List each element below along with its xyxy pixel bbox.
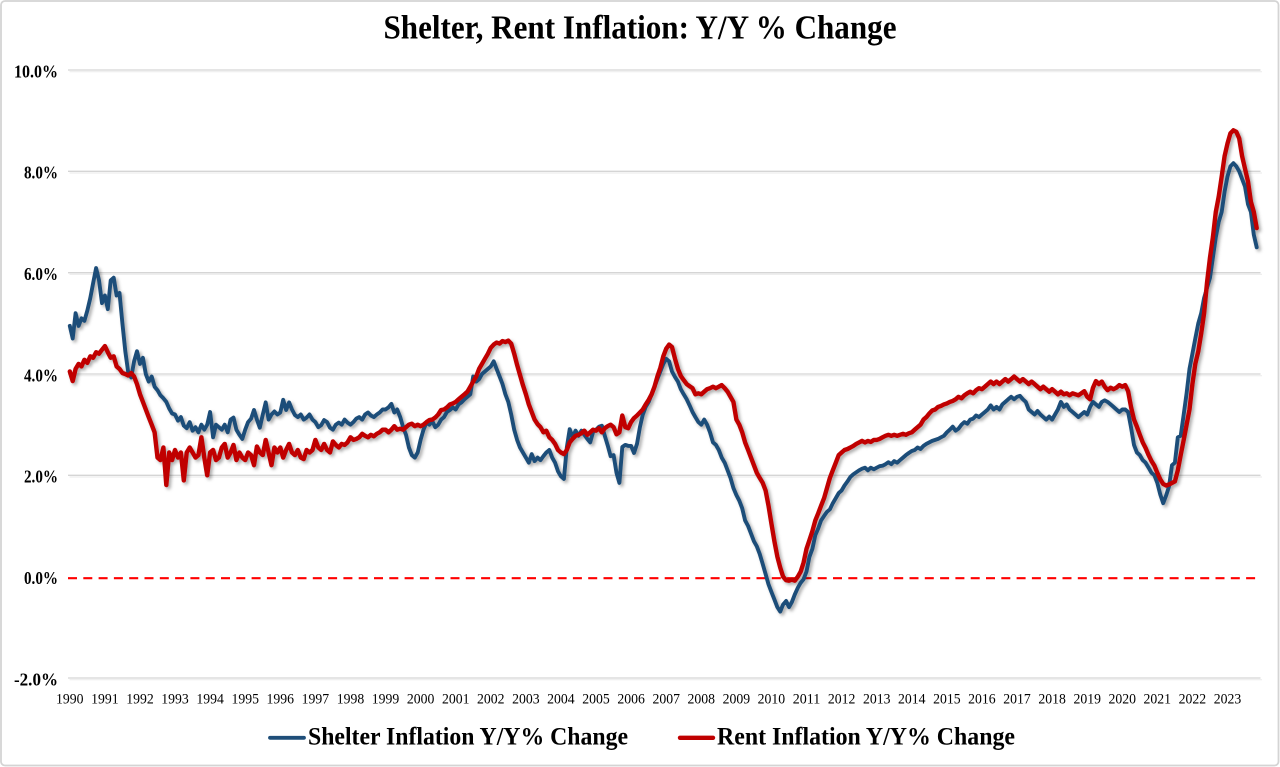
svg-text:1999: 1999 [372,692,400,708]
svg-text:2008: 2008 [688,692,716,708]
svg-text:2013: 2013 [863,692,891,708]
svg-text:Rent Inflation Y/Y% Change: Rent Inflation Y/Y% Change [717,724,1015,751]
svg-text:2015: 2015 [933,692,961,708]
svg-text:0.0%: 0.0% [24,568,58,588]
svg-text:2016: 2016 [968,692,996,708]
svg-text:Shelter Inflation Y/Y% Change: Shelter Inflation Y/Y% Change [308,724,628,751]
svg-text:2019: 2019 [1073,692,1101,708]
svg-text:2000: 2000 [407,692,435,708]
svg-text:1993: 1993 [161,692,189,708]
svg-text:8.0%: 8.0% [24,163,58,183]
svg-text:2020: 2020 [1109,692,1137,708]
svg-text:2023: 2023 [1214,692,1242,708]
svg-text:-2.0%: -2.0% [14,669,58,689]
svg-text:2014: 2014 [898,692,926,708]
svg-text:2009: 2009 [723,692,751,708]
svg-text:1992: 1992 [126,692,154,708]
svg-text:2010: 2010 [758,692,786,708]
svg-text:4.0%: 4.0% [24,365,58,385]
svg-text:2011: 2011 [793,692,821,708]
svg-text:2003: 2003 [512,692,540,708]
svg-text:2007: 2007 [652,692,680,708]
svg-text:6.0%: 6.0% [24,264,58,284]
svg-text:2018: 2018 [1038,692,1066,708]
svg-text:2001: 2001 [442,692,470,708]
svg-text:2022: 2022 [1179,692,1207,708]
svg-text:1997: 1997 [302,692,330,708]
svg-text:10.0%: 10.0% [14,61,58,81]
svg-text:2006: 2006 [617,692,645,708]
svg-text:1990: 1990 [56,692,84,708]
svg-text:1995: 1995 [231,692,259,708]
svg-text:1996: 1996 [267,692,295,708]
svg-text:2.0%: 2.0% [24,467,58,487]
svg-text:2005: 2005 [582,692,610,708]
svg-text:2004: 2004 [547,692,575,708]
svg-text:2017: 2017 [1003,692,1031,708]
svg-text:Shelter, Rent Inflation: Y/Y %: Shelter, Rent Inflation: Y/Y % Change [384,10,897,47]
svg-text:2012: 2012 [828,692,856,708]
svg-text:1994: 1994 [196,692,224,708]
svg-text:1998: 1998 [337,692,365,708]
svg-text:1991: 1991 [91,692,119,708]
svg-text:2002: 2002 [477,692,505,708]
svg-text:2021: 2021 [1144,692,1172,708]
